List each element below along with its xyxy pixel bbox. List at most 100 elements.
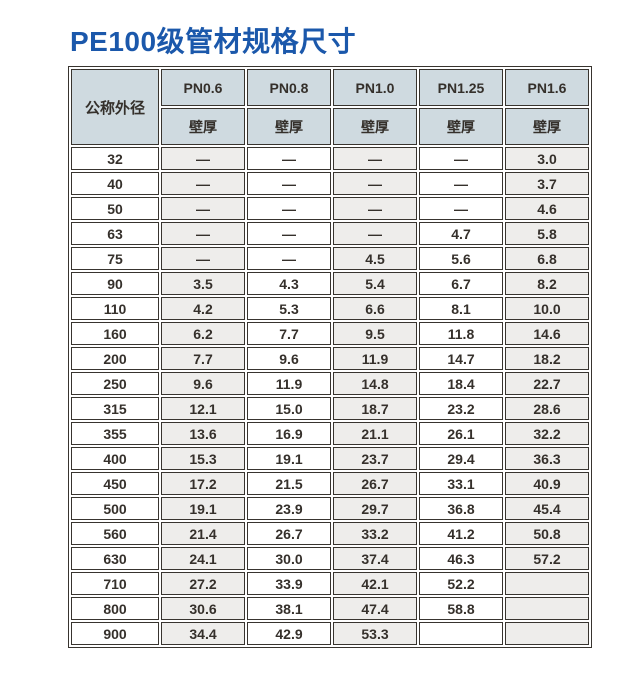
- cell-wall-thickness: 3.5: [161, 272, 245, 295]
- cell-wall-thickness: 58.8: [419, 597, 503, 620]
- cell-wall-thickness: 33.2: [333, 522, 417, 545]
- cell-wall-thickness: 18.7: [333, 397, 417, 420]
- cell-wall-thickness: 5.6: [419, 247, 503, 270]
- cell-wall-thickness: 18.4: [419, 372, 503, 395]
- cell-wall-thickness: 36.3: [505, 447, 589, 470]
- cell-wall-thickness: 8.1: [419, 297, 503, 320]
- cell-nominal-od: 400: [71, 447, 159, 470]
- column-header-pn1.25: PN1.25: [419, 69, 503, 106]
- cell-nominal-od: 63: [71, 222, 159, 245]
- cell-wall-thickness: 15.0: [247, 397, 331, 420]
- cell-wall-thickness: —: [247, 197, 331, 220]
- column-header-nominal-od: 公称外径: [71, 69, 159, 145]
- cell-nominal-od: 560: [71, 522, 159, 545]
- table-row: 200 7.7 9.6 11.9 14.7 18.2: [71, 347, 589, 370]
- cell-nominal-od: 800: [71, 597, 159, 620]
- cell-wall-thickness: 21.5: [247, 472, 331, 495]
- cell-wall-thickness: 26.1: [419, 422, 503, 445]
- cell-nominal-od: 250: [71, 372, 159, 395]
- cell-wall-thickness: —: [247, 147, 331, 170]
- cell-wall-thickness: 24.1: [161, 547, 245, 570]
- cell-nominal-od: 355: [71, 422, 159, 445]
- cell-wall-thickness: 8.2: [505, 272, 589, 295]
- cell-wall-thickness: —: [161, 247, 245, 270]
- cell-wall-thickness: 34.4: [161, 622, 245, 645]
- cell-wall-thickness: 40.9: [505, 472, 589, 495]
- cell-wall-thickness: 6.2: [161, 322, 245, 345]
- cell-wall-thickness: 36.8: [419, 497, 503, 520]
- table-row: 75— —4.5 5.6 6.8: [71, 247, 589, 270]
- cell-wall-thickness: 57.2: [505, 547, 589, 570]
- cell-wall-thickness: 11.9: [247, 372, 331, 395]
- cell-wall-thickness: 30.0: [247, 547, 331, 570]
- cell-wall-thickness: 6.8: [505, 247, 589, 270]
- cell-wall-thickness: —: [161, 197, 245, 220]
- cell-wall-thickness: 13.6: [161, 422, 245, 445]
- cell-wall-thickness: 29.4: [419, 447, 503, 470]
- cell-wall-thickness: 4.6: [505, 197, 589, 220]
- table-row: 630 24.1 30.0 37.4 46.3 57.2: [71, 547, 589, 570]
- table-row: 32— — — —3.0: [71, 147, 589, 170]
- cell-wall-thickness: [505, 597, 589, 620]
- table-row: 500 19.1 23.9 29.7 36.8 45.4: [71, 497, 589, 520]
- cell-wall-thickness: 6.7: [419, 272, 503, 295]
- cell-wall-thickness: 10.0: [505, 297, 589, 320]
- table-row: 63— — —4.7 5.8: [71, 222, 589, 245]
- cell-nominal-od: 40: [71, 172, 159, 195]
- table-row: 400 15.3 19.1 23.7 29.4 36.3: [71, 447, 589, 470]
- cell-wall-thickness: 14.8: [333, 372, 417, 395]
- cell-wall-thickness: 33.9: [247, 572, 331, 595]
- cell-wall-thickness: 9.6: [161, 372, 245, 395]
- table-row: 40— — — —3.7: [71, 172, 589, 195]
- cell-wall-thickness: 42.9: [247, 622, 331, 645]
- cell-nominal-od: 32: [71, 147, 159, 170]
- cell-wall-thickness: 14.7: [419, 347, 503, 370]
- cell-wall-thickness: 18.2: [505, 347, 589, 370]
- cell-wall-thickness: 11.8: [419, 322, 503, 345]
- pipe-spec-table: 公称外径 PN0.6 PN0.8 PN1.0 PN1.25 PN1.6 壁厚 壁…: [68, 66, 592, 648]
- cell-wall-thickness: 37.4: [333, 547, 417, 570]
- cell-wall-thickness: 3.0: [505, 147, 589, 170]
- cell-wall-thickness: 4.3: [247, 272, 331, 295]
- cell-wall-thickness: [419, 622, 503, 645]
- cell-wall-thickness: 23.2: [419, 397, 503, 420]
- table-row: 900 34.4 42.9 53.3: [71, 622, 589, 645]
- cell-wall-thickness: 7.7: [247, 322, 331, 345]
- cell-wall-thickness: 46.3: [419, 547, 503, 570]
- table-body: 32— — — —3.0 40— — — —3.7 50— — — —4.6 63— — —4.7 5.8 75…: [71, 147, 589, 645]
- cell-wall-thickness: 4.2: [161, 297, 245, 320]
- table-row: 450 17.2 21.5 26.7 33.1 40.9: [71, 472, 589, 495]
- cell-nominal-od: 500: [71, 497, 159, 520]
- cell-nominal-od: 710: [71, 572, 159, 595]
- cell-wall-thickness: 4.7: [419, 222, 503, 245]
- table-row: 800 30.6 38.1 47.4 58.8: [71, 597, 589, 620]
- cell-wall-thickness: 27.2: [161, 572, 245, 595]
- page-title: PE100级管材规格尺寸: [70, 26, 357, 57]
- cell-wall-thickness: 5.8: [505, 222, 589, 245]
- cell-wall-thickness: 30.6: [161, 597, 245, 620]
- cell-wall-thickness: 53.3: [333, 622, 417, 645]
- cell-wall-thickness: 45.4: [505, 497, 589, 520]
- table-row: 110 4.2 5.3 6.6 8.1 10.0: [71, 297, 589, 320]
- cell-nominal-od: 75: [71, 247, 159, 270]
- cell-nominal-od: 50: [71, 197, 159, 220]
- cell-wall-thickness: —: [333, 197, 417, 220]
- cell-wall-thickness: 29.7: [333, 497, 417, 520]
- cell-wall-thickness: —: [247, 222, 331, 245]
- cell-wall-thickness: 11.9: [333, 347, 417, 370]
- cell-nominal-od: 315: [71, 397, 159, 420]
- cell-wall-thickness: 4.5: [333, 247, 417, 270]
- table-row: 560 21.4 26.7 33.2 41.2 50.8: [71, 522, 589, 545]
- table-header: 公称外径 PN0.6 PN0.8 PN1.0 PN1.25 PN1.6 壁厚 壁…: [71, 69, 589, 145]
- cell-wall-thickness: 26.7: [333, 472, 417, 495]
- cell-wall-thickness: —: [161, 147, 245, 170]
- table-row: 50— — — —4.6: [71, 197, 589, 220]
- cell-wall-thickness: [505, 572, 589, 595]
- subheader-wall-thickness: 壁厚: [505, 108, 589, 145]
- cell-wall-thickness: 42.1: [333, 572, 417, 595]
- cell-wall-thickness: 12.1: [161, 397, 245, 420]
- cell-wall-thickness: 3.7: [505, 172, 589, 195]
- table-row: 315 12.1 15.0 18.7 23.2 28.6: [71, 397, 589, 420]
- cell-wall-thickness: 19.1: [161, 497, 245, 520]
- cell-nominal-od: 450: [71, 472, 159, 495]
